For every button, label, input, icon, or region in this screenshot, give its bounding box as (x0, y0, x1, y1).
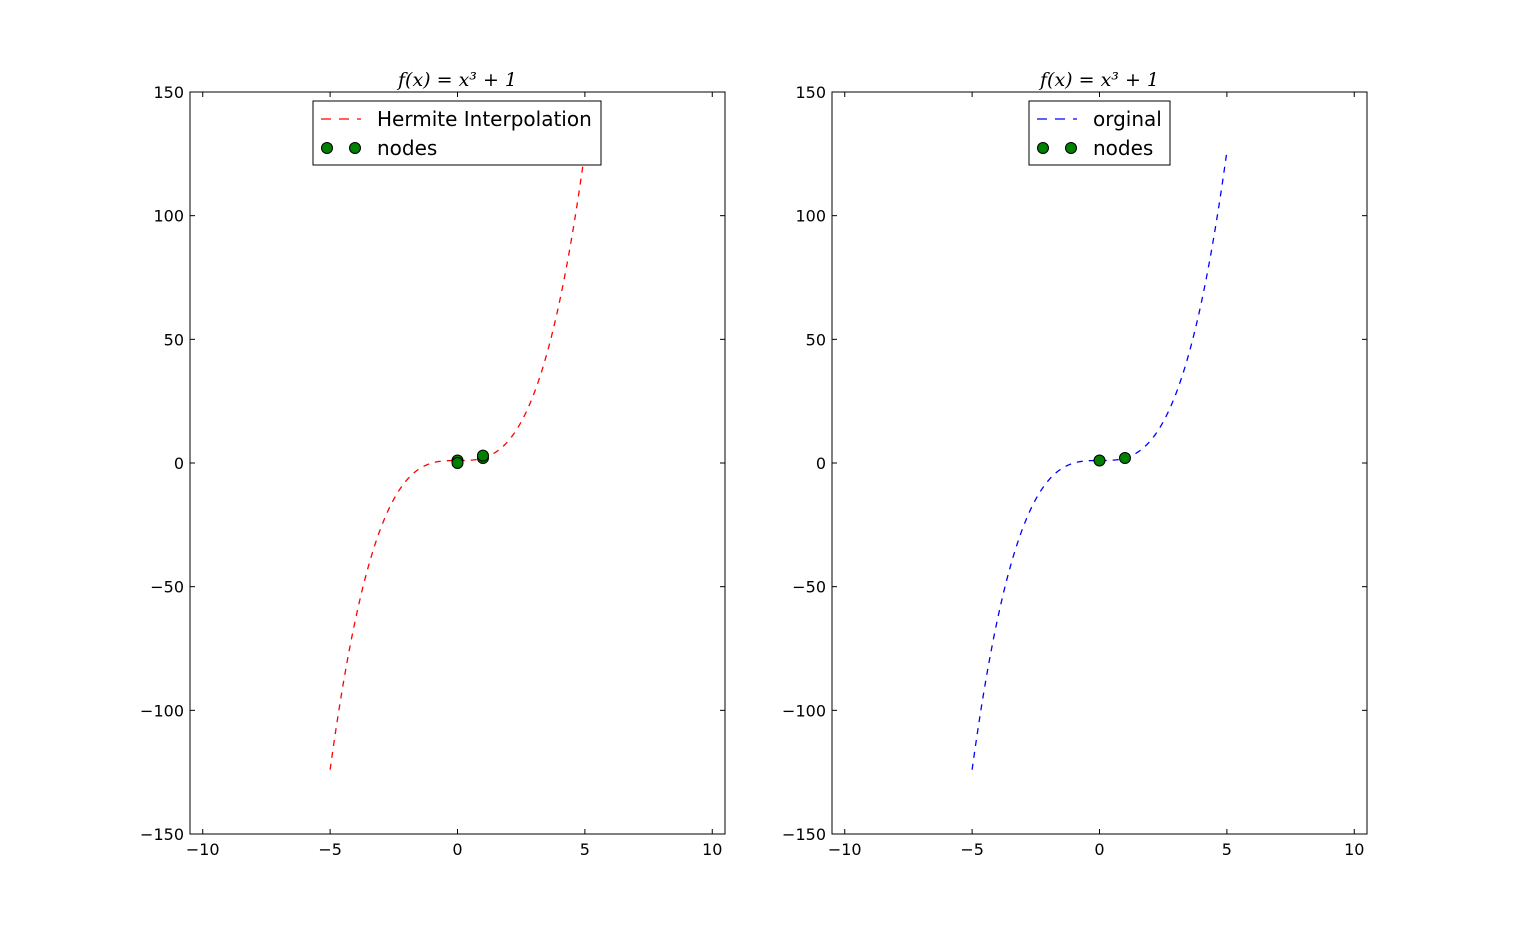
y-tick-label: 100 (153, 207, 184, 226)
y-tick-label: 100 (795, 207, 826, 226)
y-tick-label: −100 (782, 701, 826, 720)
legend-label: orginal (1093, 107, 1162, 131)
legend: Hermite Interpolation nodes (312, 100, 602, 166)
legend-label: nodes (1093, 136, 1153, 160)
legend-marker-swatch (1037, 142, 1049, 154)
y-tick-label: 0 (174, 454, 184, 473)
series-line-1 (971, 151, 1228, 770)
legend-marker-swatch (1065, 142, 1077, 154)
node-marker (1118, 452, 1131, 465)
series-line-1 (329, 151, 586, 770)
x-tick-label: 5 (1222, 840, 1232, 859)
node-marker (1093, 454, 1106, 467)
y-tick-label: 0 (816, 454, 826, 473)
y-tick-label: 150 (795, 83, 826, 102)
y-tick-label: 50 (164, 330, 184, 349)
y-tick-label: −150 (140, 825, 184, 844)
x-tick-label: −5 (960, 840, 984, 859)
legend-marker-swatch (321, 142, 333, 154)
x-tick-label: −5 (318, 840, 342, 859)
legend-label: Hermite Interpolation (377, 107, 592, 131)
subplot-2: f(x) = x³ + 1−10 −5 0 5 10−150−100−500501001… (782, 69, 1368, 859)
node-marker (451, 457, 464, 469)
x-tick-label: 10 (1344, 840, 1364, 859)
y-tick-label: −150 (782, 825, 826, 844)
legend: orginal nodes (1028, 100, 1171, 166)
y-tick-label: 50 (806, 330, 826, 349)
legend-label: nodes (377, 136, 437, 160)
legend-box (1028, 100, 1171, 166)
x-tick-label: −10 (186, 840, 220, 859)
x-tick-label: −10 (828, 840, 862, 859)
x-tick-label: 10 (702, 840, 722, 859)
y-tick-label: −50 (792, 578, 826, 597)
subplot-1: f(x) = x³ + 1−10 −5 0 5 10−150−100−500501001… (140, 69, 726, 859)
y-tick-label: 150 (153, 83, 184, 102)
node-marker (476, 449, 489, 462)
legend-marker-swatch (349, 142, 361, 154)
y-tick-label: −100 (140, 701, 184, 720)
subplot-title: f(x) = x³ + 1 (1038, 69, 1159, 91)
subplot-title: f(x) = x³ + 1 (396, 69, 517, 91)
x-tick-label: 0 (452, 840, 462, 859)
y-tick-label: −50 (150, 578, 184, 597)
x-tick-label: 0 (1094, 840, 1104, 859)
x-tick-label: 5 (580, 840, 590, 859)
legend-box (312, 100, 602, 166)
